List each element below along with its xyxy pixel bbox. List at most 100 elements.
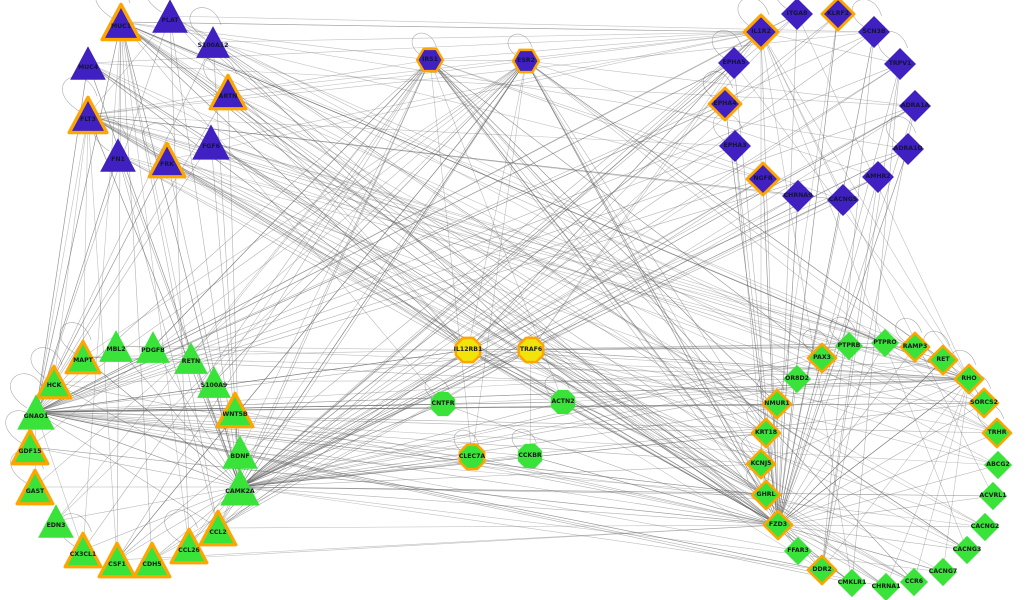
graph-edge xyxy=(87,114,968,551)
graph-node-amhr2[interactable]: AMHR2 xyxy=(861,160,895,194)
graph-node-il12rb1[interactable]: IL12RB1 xyxy=(454,336,482,364)
graph-node-sorcs2[interactable]: SORCS2 xyxy=(968,387,1000,419)
graph-node-frk[interactable]: FRK xyxy=(147,141,187,179)
graph-node-krt18[interactable]: KRT18 xyxy=(750,417,782,449)
graph-edge xyxy=(213,381,241,488)
graph-edge xyxy=(777,346,916,526)
graph-node-muc1[interactable]: MUC1 xyxy=(100,2,142,42)
graph-edge xyxy=(116,21,122,561)
graph-node-s100a12[interactable]: S100A12 xyxy=(195,24,231,60)
graph-node-wnt5b[interactable]: WNT5B xyxy=(215,391,255,429)
graph-node-ramp3[interactable]: RAMP3 xyxy=(899,331,931,363)
graph-node-ghrl[interactable]: GHRL xyxy=(750,479,782,511)
graph-node-muc4[interactable]: MUC4 xyxy=(69,44,107,82)
graph-node-flt3[interactable]: FLT3 xyxy=(67,95,109,135)
graph-node-cmklr1[interactable]: CMKLR1 xyxy=(837,568,867,598)
graph-edge xyxy=(217,60,527,529)
graph-edge xyxy=(429,31,762,61)
graph-node-cckbr[interactable]: CCKBR xyxy=(516,442,544,470)
graph-node-itga8[interactable]: ITGA8 xyxy=(780,0,814,31)
graph-edge xyxy=(851,63,901,584)
graph-edge xyxy=(87,114,762,465)
graph-node-cacng7[interactable]: CACNG7 xyxy=(928,557,958,587)
graph-edge xyxy=(227,91,986,528)
graph-edge xyxy=(87,114,767,434)
graph-node-actn2[interactable]: ACTN2 xyxy=(549,388,577,416)
graph-edge xyxy=(429,59,527,62)
graph-node-epha4[interactable]: EPHA4 xyxy=(707,86,743,122)
graph-edge xyxy=(762,178,779,526)
self-loop-edge xyxy=(886,116,916,146)
graph-edge xyxy=(429,59,764,180)
graph-edge xyxy=(777,464,999,526)
graph-node-scn3b[interactable]: SCN3B xyxy=(857,15,891,49)
graph-edge xyxy=(116,486,241,561)
graph-edge xyxy=(777,199,844,526)
graph-node-acvrl1[interactable]: ACVRL1 xyxy=(978,481,1008,511)
graph-node-plat[interactable]: PLAT xyxy=(151,0,189,35)
graph-edge xyxy=(760,31,901,65)
graph-node-epha3[interactable]: EPHA3 xyxy=(718,129,752,163)
graph-node-pdgfb[interactable]: PDGFB xyxy=(135,329,171,365)
graph-node-csf1[interactable]: CSF1 xyxy=(97,541,137,579)
graph-edge xyxy=(120,21,798,380)
graph-node-abcg2[interactable]: ABCG2 xyxy=(983,450,1013,480)
graph-edge xyxy=(55,486,241,522)
graph-node-ptprb[interactable]: PTPRB xyxy=(834,331,864,361)
graph-edge xyxy=(35,411,779,526)
graph-node-trpv1[interactable]: TRPV1 xyxy=(883,47,917,81)
graph-node-irs1[interactable]: IRS1 xyxy=(415,46,445,74)
graph-edge xyxy=(117,154,999,466)
graph-node-fgf6[interactable]: FGF6 xyxy=(191,122,231,162)
graph-node-trhr[interactable]: TRHR xyxy=(981,417,1013,449)
graph-node-ccr6[interactable]: CCR6 xyxy=(899,567,929,597)
graph-node-cacng5[interactable]: CACNG5 xyxy=(826,183,860,217)
graph-edge xyxy=(913,378,970,583)
graph-node-klrf2[interactable]: KLRF2 xyxy=(820,0,856,32)
graph-node-adra1d[interactable]: ADRA1D xyxy=(891,132,925,166)
graph-node-artn[interactable]: ARTN xyxy=(208,73,248,111)
graph-node-nmur1[interactable]: NMUR1 xyxy=(761,388,793,420)
graph-node-cntfr[interactable]: CNTFR xyxy=(429,390,457,418)
graph-edge xyxy=(942,378,970,573)
graph-edge xyxy=(87,60,527,116)
graph-edge xyxy=(239,403,444,488)
self-loop-edge xyxy=(777,0,790,11)
graph-node-adra1a[interactable]: ADRA1A xyxy=(898,89,932,123)
graph-edge xyxy=(87,114,844,201)
graph-edge xyxy=(777,524,853,584)
graph-node-cdh5[interactable]: CDH5 xyxy=(132,541,172,579)
graph-node-cx3cl1[interactable]: CX3CL1 xyxy=(63,531,103,569)
graph-node-gast[interactable]: GAST xyxy=(15,468,55,506)
graph-edge xyxy=(35,145,736,413)
graph-edge xyxy=(530,105,916,351)
graph-node-esr2[interactable]: ESR2 xyxy=(511,47,541,75)
graph-edge xyxy=(529,455,779,526)
graph-edge xyxy=(210,141,823,359)
graph-node-ddr2[interactable]: DDR2 xyxy=(806,554,838,586)
graph-node-camk2a[interactable]: CAMK2A xyxy=(219,466,261,508)
graph-node-ccl26[interactable]: CCL26 xyxy=(169,527,209,565)
graph-node-chrna9[interactable]: CHRNA9 xyxy=(781,179,815,213)
graph-node-gnao1[interactable]: GNAO1 xyxy=(16,392,56,432)
graph-node-chrna1[interactable]: CHRNA1 xyxy=(871,572,901,600)
graph-node-kcnj5[interactable]: KCNJ5 xyxy=(745,448,777,480)
graph-node-gdf15[interactable]: GDF15 xyxy=(10,428,50,466)
graph-edge xyxy=(467,178,764,351)
graph-node-ngfr[interactable]: NGFR xyxy=(745,161,781,197)
graph-node-ptpro[interactable]: PTPRO xyxy=(870,328,900,358)
graph-edge xyxy=(530,349,970,380)
graph-edge xyxy=(239,145,736,488)
graph-node-traf6[interactable]: TRAF6 xyxy=(517,336,545,364)
graph-node-mbl2[interactable]: MBL2 xyxy=(98,328,134,364)
graph-edge xyxy=(530,345,850,351)
graph-edge xyxy=(82,356,985,404)
graph-node-clec7a[interactable]: CLEC7A xyxy=(458,443,486,471)
graph-edge xyxy=(777,402,985,526)
graph-node-fn1[interactable]: FN1 xyxy=(99,136,137,174)
graph-edge xyxy=(239,176,879,488)
self-loop-edge xyxy=(757,374,785,402)
graph-node-il1r2[interactable]: IL1R2 xyxy=(742,13,780,51)
graph-node-epha5[interactable]: EPHA5 xyxy=(717,46,751,80)
